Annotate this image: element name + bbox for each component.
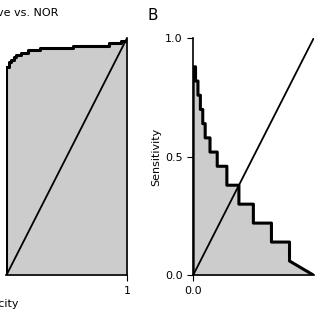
Text: B: B bbox=[147, 8, 158, 23]
Y-axis label: Sensitivity: Sensitivity bbox=[151, 128, 161, 186]
Text: ificity: ificity bbox=[0, 299, 19, 309]
Text: ve vs. NOR: ve vs. NOR bbox=[0, 8, 58, 18]
